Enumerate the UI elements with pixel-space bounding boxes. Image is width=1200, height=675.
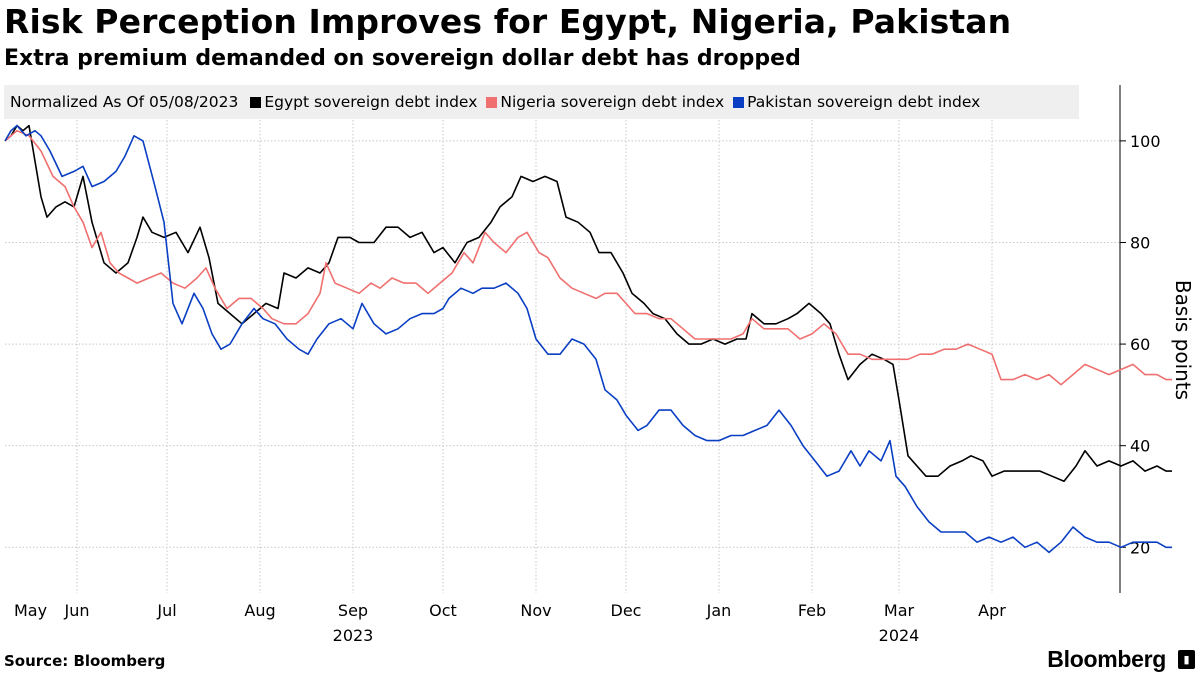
legend-swatch-egypt: [250, 96, 262, 108]
chart-subtitle: Extra premium demanded on sovereign doll…: [4, 46, 801, 71]
x-tick-label-may: May: [14, 601, 47, 620]
chart-title: Risk Perception Improves for Egypt, Nige…: [4, 2, 1012, 41]
x-tick-label-apr: Apr: [978, 601, 1006, 620]
x-year-label-2023: 2023: [333, 626, 374, 645]
x-tick-label-oct: Oct: [429, 601, 457, 620]
legend-item-egypt: Egypt sovereign debt index: [250, 93, 477, 111]
bar-chart-icon: ▮: [1178, 650, 1195, 669]
x-tick-label-jul: Jul: [156, 601, 176, 620]
legend-normalization-note: Normalized As Of 05/08/2023: [10, 93, 239, 111]
legend-item-nigeria: Nigeria sovereign debt index: [486, 93, 724, 111]
legend-swatch-nigeria: [486, 96, 498, 108]
y-tick-label-20: 20: [1130, 538, 1150, 557]
y-tick-label-60: 60: [1130, 335, 1150, 354]
x-tick-label-jan: Jan: [706, 601, 732, 620]
y-tick-label-80: 80: [1130, 233, 1150, 252]
y-axis-title: Basis points: [1171, 280, 1195, 400]
x-tick-label-nov: Nov: [520, 601, 551, 620]
x-year-label-2024: 2024: [879, 626, 920, 645]
legend-label-nigeria: Nigeria sovereign debt index: [500, 93, 725, 111]
series-line-egypt: [4, 124, 1172, 482]
series-line-nigeria: [4, 129, 1172, 386]
legend-label-egypt: Egypt sovereign debt index: [264, 93, 478, 111]
legend-item-pakistan: Pakistan sovereign debt index: [733, 93, 980, 111]
x-tick-label-aug: Aug: [244, 601, 275, 620]
legend-swatch-pakistan: [733, 96, 745, 108]
x-tick-label-dec: Dec: [611, 601, 642, 620]
y-tick-label-40: 40: [1130, 437, 1150, 456]
source-note: Source: Bloomberg: [4, 652, 166, 670]
x-tick-label-sep: Sep: [338, 601, 368, 620]
y-tick-label-100: 100: [1130, 132, 1161, 151]
legend-label-pakistan: Pakistan sovereign debt index: [747, 93, 981, 111]
x-tick-label-mar: Mar: [884, 601, 915, 620]
x-tick-label-feb: Feb: [798, 601, 826, 620]
x-tick-label-jun: Jun: [64, 601, 90, 620]
bloomberg-logo: Bloomberg: [1047, 646, 1166, 672]
series-line-pakistan: [4, 124, 1172, 554]
legend: Normalized As Of 05/08/2023 Egypt sovere…: [4, 85, 1079, 119]
